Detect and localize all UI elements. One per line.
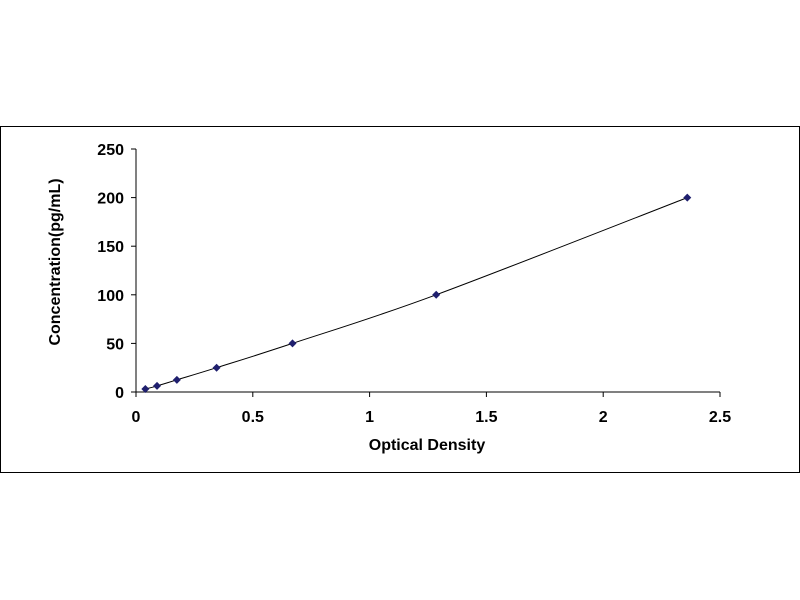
y-tick-label: 50 — [106, 336, 124, 353]
x-tick-label: 2 — [599, 409, 608, 426]
x-tick-label: 0.5 — [242, 409, 264, 426]
x-tick-label: 1.5 — [475, 409, 497, 426]
y-ticks: 0 50 100 150 200 250 — [97, 142, 136, 402]
x-tick-label: 2.5 — [709, 409, 731, 426]
y-tick-label: 100 — [97, 288, 124, 305]
data-point — [683, 193, 692, 202]
y-axis-title: Concentration(pg/mL) — [47, 178, 64, 345]
axes — [135, 149, 720, 393]
y-tick-label: 0 — [115, 385, 124, 402]
y-tick-label: 250 — [97, 142, 124, 159]
fit-curve — [145, 197, 688, 390]
data-point — [172, 375, 181, 384]
data-points — [141, 193, 692, 393]
data-point — [212, 363, 221, 372]
x-ticks: 0 0.5 1 1.5 2 2.5 — [132, 392, 731, 426]
data-point — [288, 339, 297, 348]
x-tick-label: 0 — [132, 409, 141, 426]
y-tick-label: 200 — [97, 191, 124, 208]
data-point — [141, 384, 150, 393]
chart-frame — [0, 126, 800, 473]
data-point — [432, 290, 441, 299]
data-point — [153, 381, 162, 390]
y-tick-label: 150 — [97, 239, 124, 256]
x-tick-label: 1 — [365, 409, 374, 426]
x-axis-title: Optical Density — [369, 437, 486, 454]
